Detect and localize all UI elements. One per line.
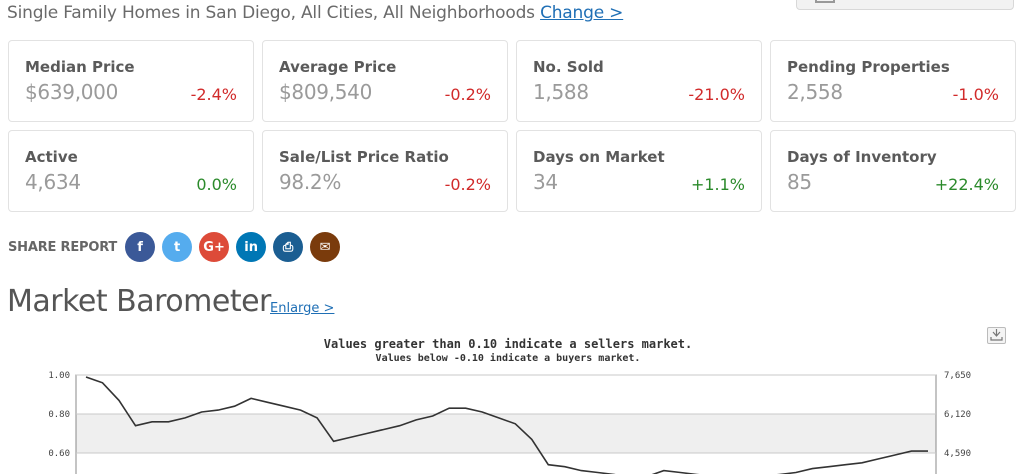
market-barometer-chart: 1.00 0.80 0.60 7,650 6,120 4,590 — [0, 362, 1016, 474]
stat-label: Average Price — [279, 58, 396, 76]
share-report-label: SHARE REPORT — [8, 240, 117, 255]
change-link[interactable]: Change > — [540, 3, 623, 23]
top-right-button[interactable] — [796, 0, 1014, 10]
report-subtitle: Single Family Homes in San Diego, All Ci… — [7, 3, 623, 23]
stat-change: -1.0% — [953, 85, 999, 104]
y-right-tick-label: 7,650 — [944, 371, 971, 381]
stat-change: -21.0% — [688, 85, 745, 104]
stat-change: +1.1% — [691, 175, 745, 194]
market-barometer-title: Market Barometer — [7, 284, 271, 319]
y-right-tick-label: 6,120 — [944, 410, 971, 420]
y-left-tick-label: 1.00 — [48, 371, 70, 381]
stat-change: -0.2% — [445, 175, 491, 194]
chart-title: Values greater than 0.10 indicate a sell… — [0, 337, 1016, 351]
stat-label: No. Sold — [533, 58, 604, 76]
stat-value: 2,558 — [787, 80, 843, 104]
stat-label: Median Price — [25, 58, 135, 76]
subtitle-text: Single Family Homes in San Diego, All Ci… — [7, 3, 535, 23]
stat-value: 34 — [533, 170, 558, 194]
stat-card: Sale/List Price Ratio 98.2% -0.2% — [262, 130, 508, 212]
stat-value: 98.2% — [279, 170, 341, 194]
facebook-icon[interactable]: f — [125, 232, 155, 262]
stat-change: -2.4% — [191, 85, 237, 104]
stat-label: Active — [25, 148, 78, 166]
stat-change: 0.0% — [196, 175, 237, 194]
stat-card: Median Price $639,000 -2.4% — [8, 40, 254, 122]
tray-icon — [815, 0, 835, 3]
stat-card: Days on Market 34 +1.1% — [516, 130, 762, 212]
stat-card: Pending Properties 2,558 -1.0% — [770, 40, 1016, 122]
stat-value: 4,634 — [25, 170, 81, 194]
stat-value: $809,540 — [279, 80, 372, 104]
stat-label: Days on Market — [533, 148, 665, 166]
stat-label: Pending Properties — [787, 58, 950, 76]
stat-value: $639,000 — [25, 80, 118, 104]
y-right-tick-label: 4,590 — [944, 449, 971, 459]
y-left-tick-label: 0.80 — [48, 410, 70, 420]
stat-value: 1,588 — [533, 80, 589, 104]
linkedin-icon[interactable]: in — [236, 232, 266, 262]
stat-change: +22.4% — [935, 175, 999, 194]
stat-label: Days of Inventory — [787, 148, 937, 166]
email-icon[interactable]: ✉ — [310, 232, 340, 262]
print-icon[interactable]: ⎙ — [273, 232, 303, 262]
stat-value: 85 — [787, 170, 812, 194]
stat-card: No. Sold 1,588 -21.0% — [516, 40, 762, 122]
google-plus-icon[interactable]: G+ — [199, 232, 229, 262]
y-left-tick-label: 0.60 — [48, 449, 70, 459]
enlarge-link[interactable]: Enlarge > — [270, 301, 334, 316]
share-report-bar: SHARE REPORT f t G+ in ⎙ ✉ — [8, 232, 347, 262]
stat-label: Sale/List Price Ratio — [279, 148, 449, 166]
stat-card: Active 4,634 0.0% — [8, 130, 254, 212]
stat-change: -0.2% — [445, 85, 491, 104]
twitter-icon[interactable]: t — [162, 232, 192, 262]
stat-card: Average Price $809,540 -0.2% — [262, 40, 508, 122]
stat-card: Days of Inventory 85 +22.4% — [770, 130, 1016, 212]
